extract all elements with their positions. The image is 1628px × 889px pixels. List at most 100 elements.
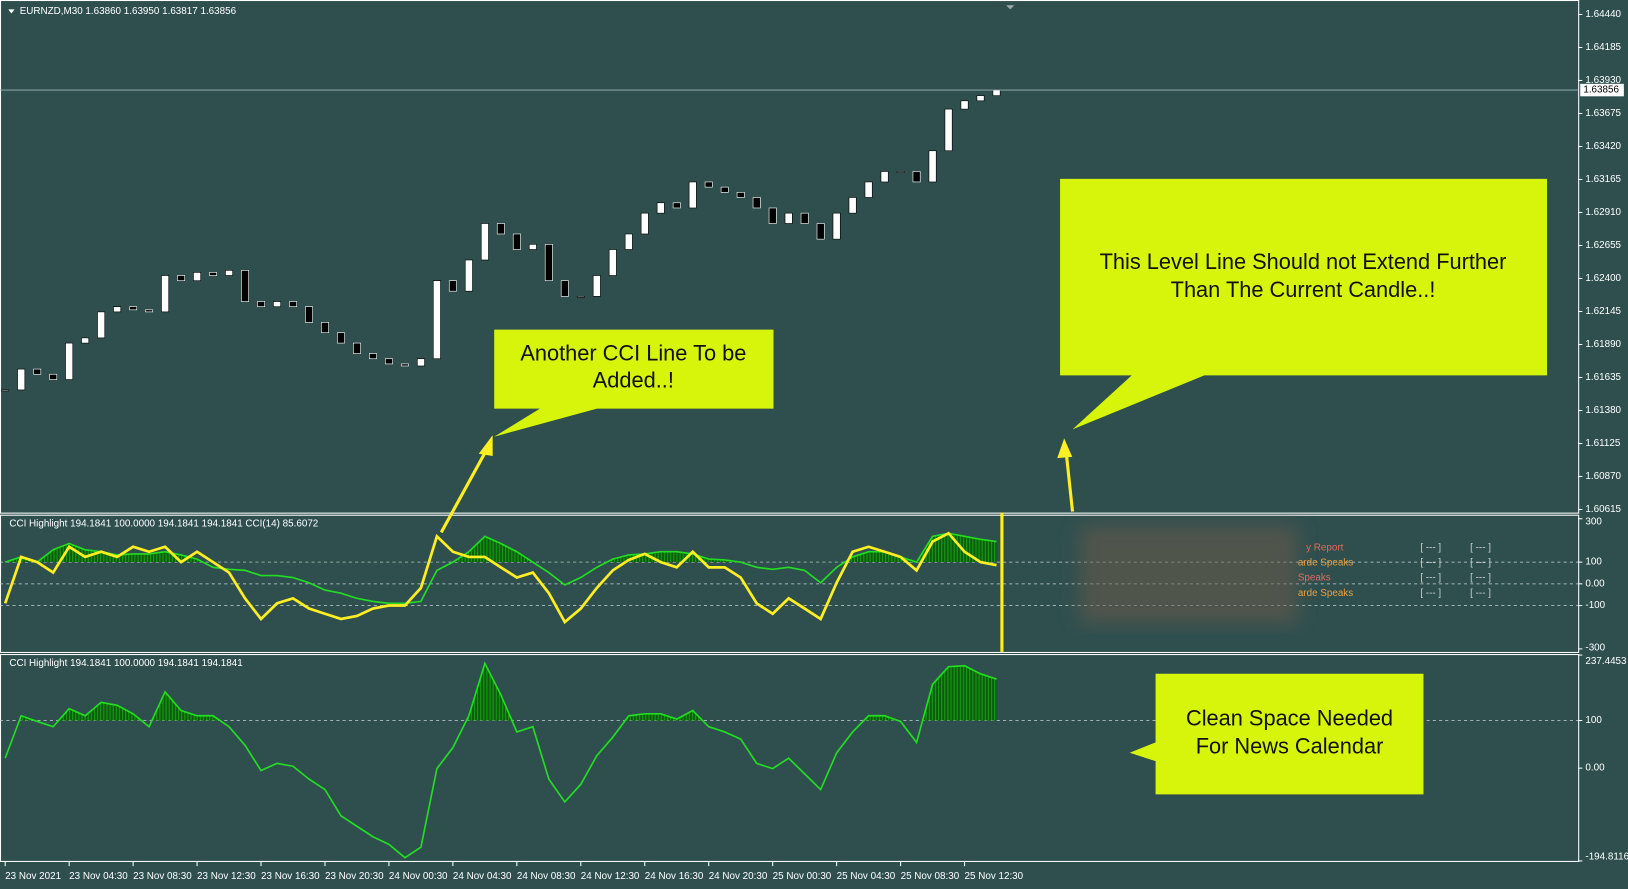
news-title: y Report bbox=[1306, 543, 1343, 554]
x-tick-label: 24 Nov 20:30 bbox=[709, 871, 768, 882]
y-tick-label: 1.62655 bbox=[1585, 240, 1621, 251]
candle bbox=[464, 259, 473, 292]
candle bbox=[976, 95, 985, 102]
y-tick-label: 0.00 bbox=[1585, 578, 1605, 589]
candle bbox=[289, 301, 297, 308]
candle bbox=[672, 202, 681, 209]
x-tick-label: 23 Nov 04:30 bbox=[69, 871, 128, 882]
current-price-label: 1.63856 bbox=[1583, 85, 1619, 96]
candle bbox=[273, 301, 281, 308]
news-cell: [ --- ] bbox=[1420, 543, 1441, 554]
y-tick-label: 1.61635 bbox=[1585, 372, 1621, 383]
x-tick-label: 25 Nov 08:30 bbox=[901, 871, 960, 882]
candle bbox=[416, 358, 425, 367]
news-cell: [ --- ] bbox=[1420, 588, 1441, 599]
candle bbox=[97, 311, 106, 339]
candle bbox=[704, 181, 713, 188]
callout-text: Another CCI Line To be bbox=[520, 340, 746, 365]
callout-text: For News Calendar bbox=[1196, 733, 1384, 758]
candle bbox=[912, 171, 921, 183]
x-tick-label: 25 Nov 04:30 bbox=[837, 871, 896, 882]
candle bbox=[241, 270, 249, 302]
highlight-area bbox=[5, 533, 997, 563]
candle bbox=[928, 150, 937, 183]
callout: Clean Space Needed For News Calendar bbox=[1129, 673, 1424, 795]
news-title: arde Speaks bbox=[1298, 558, 1353, 569]
candle bbox=[353, 342, 361, 354]
x-tick-label: 24 Nov 08:30 bbox=[517, 871, 576, 882]
candle bbox=[257, 301, 265, 308]
menu-triangle[interactable] bbox=[8, 9, 15, 14]
x-tick-label: 24 Nov 16:30 bbox=[645, 871, 704, 882]
candle bbox=[209, 272, 217, 276]
y-tick-label: 1.61125 bbox=[1585, 438, 1620, 449]
y-tick-label: 1.63930 bbox=[1585, 75, 1621, 86]
candle bbox=[720, 186, 729, 193]
cci2-label: CCI Highlight 194.1841 100.0000 194.1841… bbox=[9, 658, 242, 669]
x-tick-label: 25 Nov 12:30 bbox=[965, 871, 1024, 882]
x-tick-label: 24 Nov 04:30 bbox=[453, 871, 512, 882]
y-tick-label: 1.60615 bbox=[1585, 504, 1621, 515]
x-tick-label: 25 Nov 00:30 bbox=[773, 871, 832, 882]
y-tick-label: 0.00 bbox=[1585, 763, 1605, 774]
blurred-news bbox=[1079, 525, 1298, 624]
candle bbox=[864, 181, 873, 198]
candle bbox=[544, 244, 553, 282]
news-cell: [ --- ] bbox=[1470, 558, 1491, 569]
news-title: arde Speaks bbox=[1298, 588, 1353, 599]
candle bbox=[512, 233, 521, 250]
candle bbox=[832, 212, 841, 240]
candle bbox=[17, 368, 26, 391]
candle bbox=[384, 358, 393, 365]
candle bbox=[576, 296, 585, 298]
candle bbox=[736, 191, 745, 198]
callout-text: Added..! bbox=[593, 367, 674, 392]
shift-marker[interactable] bbox=[1006, 5, 1015, 10]
callout-box bbox=[494, 329, 774, 437]
candle bbox=[225, 270, 233, 276]
arrows bbox=[439, 435, 1075, 534]
y-tick-label: 1.61380 bbox=[1585, 405, 1621, 416]
news-calendar: y Report [ --- ] [ --- ] arde Speaks [ --- ]… bbox=[1298, 543, 1491, 599]
news-cell: [ --- ] bbox=[1470, 573, 1491, 584]
y-tick-label: 1.62400 bbox=[1585, 273, 1621, 284]
news-cell: [ --- ] bbox=[1470, 543, 1491, 554]
candle bbox=[496, 223, 505, 235]
candle bbox=[640, 212, 649, 235]
y-tick-label: -100 bbox=[1585, 600, 1605, 611]
x-tick-label: 24 Nov 00:30 bbox=[389, 871, 448, 882]
callout: This Level Line Should not Extend Furthe… bbox=[1060, 178, 1548, 430]
y-tick-label: 237.4453 bbox=[1585, 656, 1627, 667]
news-cell: [ --- ] bbox=[1470, 588, 1491, 599]
candle bbox=[992, 89, 1001, 96]
y-tick-label: 1.63420 bbox=[1585, 141, 1621, 152]
candle bbox=[528, 244, 537, 250]
candle bbox=[592, 275, 601, 297]
y-tick-label: 1.60870 bbox=[1585, 471, 1621, 482]
candle bbox=[193, 272, 202, 282]
news-title: Speaks bbox=[1298, 573, 1331, 584]
y-tick-label: 1.64185 bbox=[1585, 42, 1621, 53]
candle bbox=[368, 353, 377, 360]
x-tick-label: 23 Nov 08:30 bbox=[133, 871, 192, 882]
candle bbox=[480, 223, 489, 261]
candle bbox=[688, 181, 697, 209]
candle bbox=[624, 233, 633, 250]
callout-box bbox=[1129, 673, 1424, 795]
current-price-box bbox=[1580, 83, 1624, 97]
x-tick-label: 23 Nov 12:30 bbox=[197, 871, 256, 882]
candle bbox=[400, 363, 409, 367]
y-tick-label: 100 bbox=[1585, 557, 1602, 568]
y-tick-label: -194.8116 bbox=[1585, 851, 1628, 862]
candle bbox=[129, 306, 138, 311]
indicator-line bbox=[4, 661, 997, 859]
candle bbox=[81, 337, 90, 344]
callout-text: Clean Space Needed bbox=[1186, 705, 1393, 730]
callout-text: This Level Line Should not Extend Furthe… bbox=[1100, 249, 1507, 274]
arrow-head bbox=[1057, 438, 1073, 459]
y-tick-label: 1.61890 bbox=[1585, 339, 1621, 350]
candle bbox=[768, 207, 777, 224]
y-tick-label: 1.63675 bbox=[1585, 108, 1621, 119]
